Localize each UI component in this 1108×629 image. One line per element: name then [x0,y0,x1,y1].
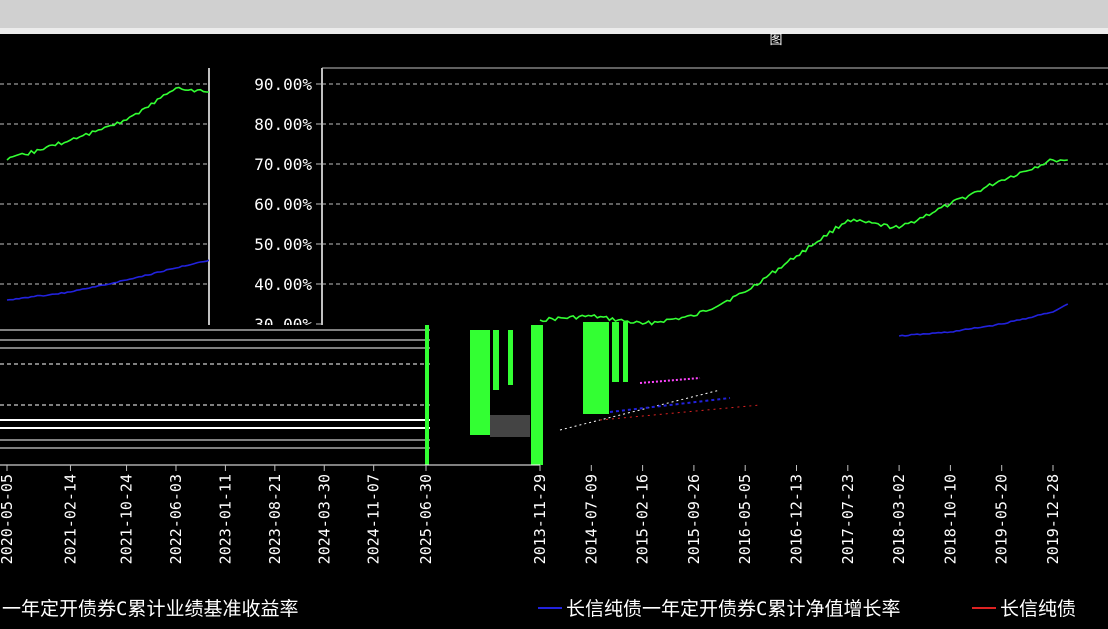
legend-series-text: 长信纯债一年定开债券C累计净值增长率 [566,598,900,620]
series-line-left-0 [6,86,209,161]
y-tick-label: 50.00% [254,235,312,254]
legend: 一年定开债券C累计业绩基准收益率 长信纯债一年定开债券C累计净值增长率 长信纯债 [2,598,1076,620]
x-tick-label: 2025-06-30 [417,474,435,564]
x-tick-label: 2017-07-23 [839,474,857,564]
series-line-left-1 [6,259,209,301]
x-tick-label: 2015-09-26 [685,474,703,564]
series-line-right-1 [898,303,1069,337]
render-artifacts [0,322,761,466]
x-tick-label: 2016-05-05 [736,474,754,564]
x-tick-label: 2022-06-03 [167,474,185,564]
y-tick-label: 40.00% [254,275,312,294]
x-tick-label: 2014-07-09 [582,474,600,564]
y-tick-label: 60.00% [254,195,312,214]
right-x-tick-labels: 2013-11-29 2014-07-09 2015-02-16 2015-09-26… [531,465,1062,564]
left-series-lines [6,86,209,301]
y-tick-label: 80.00% [254,115,312,134]
x-tick-label: 2023-01-11 [216,474,234,564]
x-tick-label: 2018-03-02 [890,474,908,564]
left-series-clip [6,86,209,301]
y-tick-label: 70.00% [254,155,312,174]
x-tick-label: 2018-10-10 [941,474,959,564]
x-tick-label: 2013-11-29 [531,474,549,564]
x-tick-label: 2019-12-28 [1044,474,1062,564]
x-tick-label: 2023-08-21 [266,474,284,564]
x-tick-label: 2019-05-20 [993,474,1011,564]
right-gridlines [322,83,1108,285]
left-gridlines [0,83,209,285]
y-tick-label: 90.00% [254,75,312,94]
x-tick-label: 2020-05-05 [0,474,16,564]
legend-tail-text: 长信纯债 [1000,598,1076,620]
series-line-right-0 [539,158,1068,326]
x-tick-label: 2021-02-14 [61,474,79,564]
x-tick-label: 2015-02-16 [634,474,652,564]
x-tick-label: 2021-10-24 [118,474,136,564]
x-tick-label: 2024-03-30 [315,474,333,564]
window-title: 图 [769,33,782,48]
legend-left-text: 一年定开债券C累计业绩基准收益率 [2,598,298,620]
top-strip-edge [0,28,1108,34]
x-tick-label: 2024-11-07 [365,474,383,564]
left-x-tick-labels: 2020-05-05 2021-02-14 2021-10-24 2022-06-03… [0,465,435,564]
x-tick-label: 2016-12-13 [788,474,806,564]
right-series-lines [539,158,1069,337]
